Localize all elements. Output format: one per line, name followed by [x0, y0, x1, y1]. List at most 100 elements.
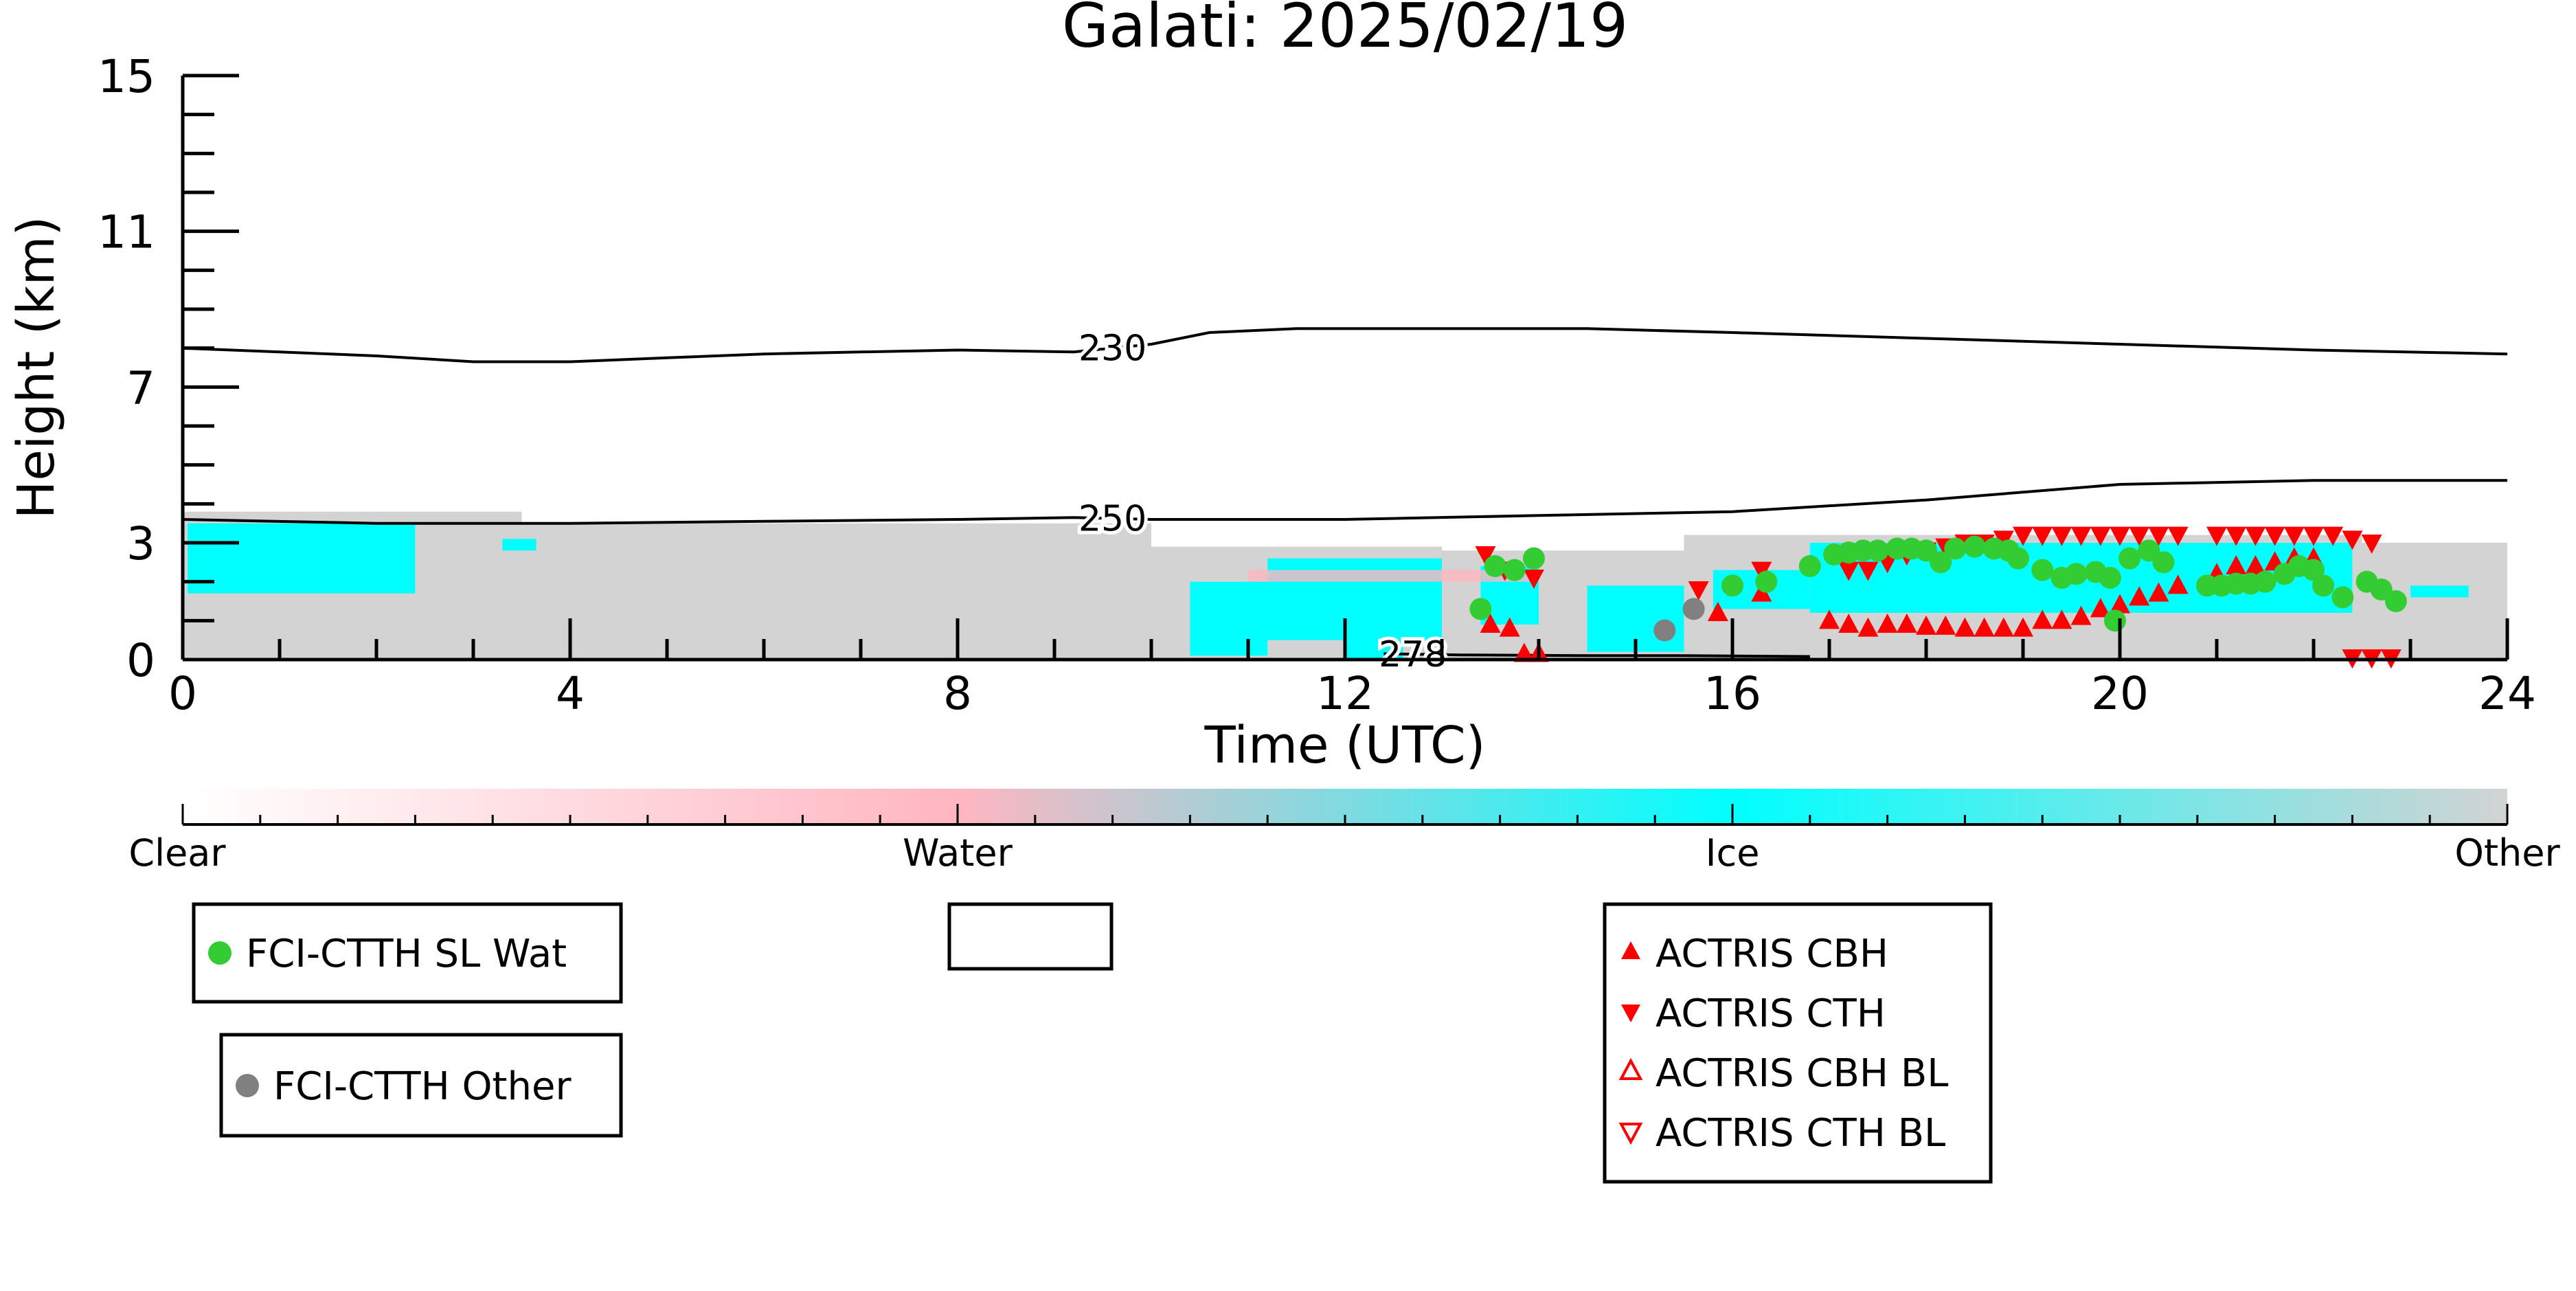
point-actris-cth: [2129, 526, 2150, 546]
point-actris-cbh: [1819, 609, 1840, 629]
legend-label-actris-cbh-bl: ACTRIS CBH BL: [1656, 1051, 1948, 1096]
colorbar-ticks: [181, 804, 2509, 824]
point-actris-cth: [2264, 526, 2285, 546]
point-actris-cth: [2283, 526, 2305, 546]
cloud-water-region: [1248, 570, 1481, 582]
x-tick-label: 24: [2478, 667, 2536, 720]
point-actris-cbh: [1896, 614, 1917, 633]
point-actris-cth: [2110, 526, 2130, 546]
point-fci-ctth-sl-wat: [2103, 609, 2126, 632]
y-tick-label: 0: [126, 634, 155, 687]
point-actris-cbh: [2148, 582, 2169, 602]
point-fci-ctth-sl-wat: [2099, 567, 2121, 589]
point-actris-cth: [2090, 526, 2111, 546]
point-actris-cbh: [2051, 609, 2072, 629]
point-fci-ctth-sl-wat: [1503, 559, 1526, 581]
y-ticks: 0 3 7 11 15: [98, 50, 239, 687]
legend-label-fci-sl-wat: FCI-CTTH SL Wat: [246, 932, 567, 976]
point-actris-cbh: [1513, 642, 1535, 662]
legend-marker-cbh-bl: [1618, 1057, 1643, 1080]
point-actris-cth: [1838, 561, 1860, 581]
point-actris-cth: [2070, 526, 2092, 546]
x-tick-label: 12: [1316, 667, 1374, 720]
legend-fci-sl-wat: FCI-CTTH SL Wat: [192, 902, 623, 1004]
legend-label-actris-cbh: ACTRIS CBH: [1656, 932, 1888, 976]
isotherm-line-250: [182, 479, 2507, 525]
point-actris-cth: [1993, 530, 2014, 550]
data-points-layer: [1469, 526, 2407, 669]
point-actris-cbh: [2226, 555, 2247, 574]
x-tick-label: 8: [943, 667, 972, 720]
legend-marker-cth: [1621, 1004, 1640, 1022]
point-fci-ctth-sl-wat: [2007, 547, 2029, 570]
x-tick-label: 4: [556, 667, 585, 720]
x-axis-label: Time (UTC): [1204, 716, 1485, 775]
y-tick-label: 3: [126, 517, 155, 570]
x-ticks: 0 4 8 12 16 20 24: [168, 618, 2536, 720]
point-actris-cbh: [1974, 617, 1995, 637]
point-actris-cth: [2342, 530, 2363, 550]
point-fci-ctth-sl-wat: [2119, 547, 2141, 570]
point-actris-cbh: [2013, 617, 2033, 637]
point-fci-ctth-sl-wat: [2254, 570, 2276, 593]
y-tick-label: 15: [98, 50, 155, 103]
point-actris-cth: [2148, 526, 2169, 546]
cloud-ice-region: [1190, 581, 1268, 656]
legend-marker-green-circle: [208, 941, 231, 965]
chart-title: Galati: 2025/02/19: [1062, 0, 1628, 61]
point-fci-ctth-sl-wat: [2031, 559, 2054, 581]
point-actris-cth: [1857, 561, 1879, 581]
point-fci-ctth-sl-wat: [2331, 586, 2354, 609]
cloud-other-region: [2362, 543, 2507, 660]
point-actris-cbh: [1954, 617, 1976, 637]
point-fci-ctth-sl-wat: [1866, 539, 1889, 562]
x-tick-label: 16: [1704, 667, 1761, 720]
point-actris-cth: [2013, 526, 2033, 546]
point-actris-cth: [2051, 526, 2072, 546]
point-fci-ctth-sl-wat: [1522, 547, 1545, 570]
point-actris-cbh: [2245, 555, 2266, 574]
point-actris-cth: [2206, 526, 2227, 546]
point-fci-ctth-sl-wat: [1469, 598, 1492, 620]
isotherm-layer: 230 250 278: [182, 325, 2508, 679]
y-tick-label: 7: [126, 361, 155, 414]
point-fci-ctth-sl-wat: [1798, 555, 1821, 577]
x-tick-label: 0: [168, 667, 197, 720]
x-tick-label: 20: [2091, 667, 2149, 720]
legend-fci-other: FCI-CTTH Other: [219, 1033, 623, 1138]
point-actris-cbh: [2070, 605, 2092, 625]
point-actris-cbh: [1751, 582, 1772, 602]
isotherm-label-250: 250: [1078, 499, 1146, 540]
point-fci-ctth-sl-wat: [1944, 537, 1967, 560]
point-actris-cth: [1475, 546, 1496, 565]
legend-empty-box: [947, 902, 1114, 971]
point-actris-cbh: [1935, 615, 1956, 635]
point-actris-cbh: [1916, 615, 1936, 635]
point-actris-cbh: [1480, 614, 1501, 633]
point-actris-cbh: [2129, 586, 2150, 606]
cloud-ice-region: [1345, 609, 1403, 660]
isotherm-label-230: 230: [1078, 328, 1146, 370]
point-fci-ctth-sl-wat: [1930, 551, 1952, 574]
point-actris-cbh: [2167, 574, 2189, 594]
point-actris-cbh: [1877, 614, 1898, 633]
point-actris-cth: [2226, 526, 2247, 546]
point-actris-cbh: [1993, 617, 2014, 637]
y-axis-label: Height (km): [7, 216, 66, 519]
point-fci-ctth-other: [1682, 598, 1705, 620]
isotherm-line-278: [1383, 652, 1810, 658]
point-actris-cbh: [1707, 602, 1728, 621]
point-fci-ctth-sl-wat: [1721, 574, 1743, 597]
isotherm-line-230: [182, 327, 2508, 363]
point-actris-cbh: [1499, 617, 1520, 637]
colorbar-label-clear: Clear: [128, 831, 226, 875]
point-fci-ctth-sl-wat: [1755, 570, 1778, 593]
y-tick-label: 11: [98, 206, 155, 259]
cloud-other-region: [521, 523, 1151, 660]
point-actris-cbh: [1838, 614, 1860, 633]
point-actris-cth: [2323, 526, 2344, 546]
point-actris-cbh: [2110, 594, 2130, 614]
point-fci-ctth-sl-wat: [2065, 563, 2088, 585]
